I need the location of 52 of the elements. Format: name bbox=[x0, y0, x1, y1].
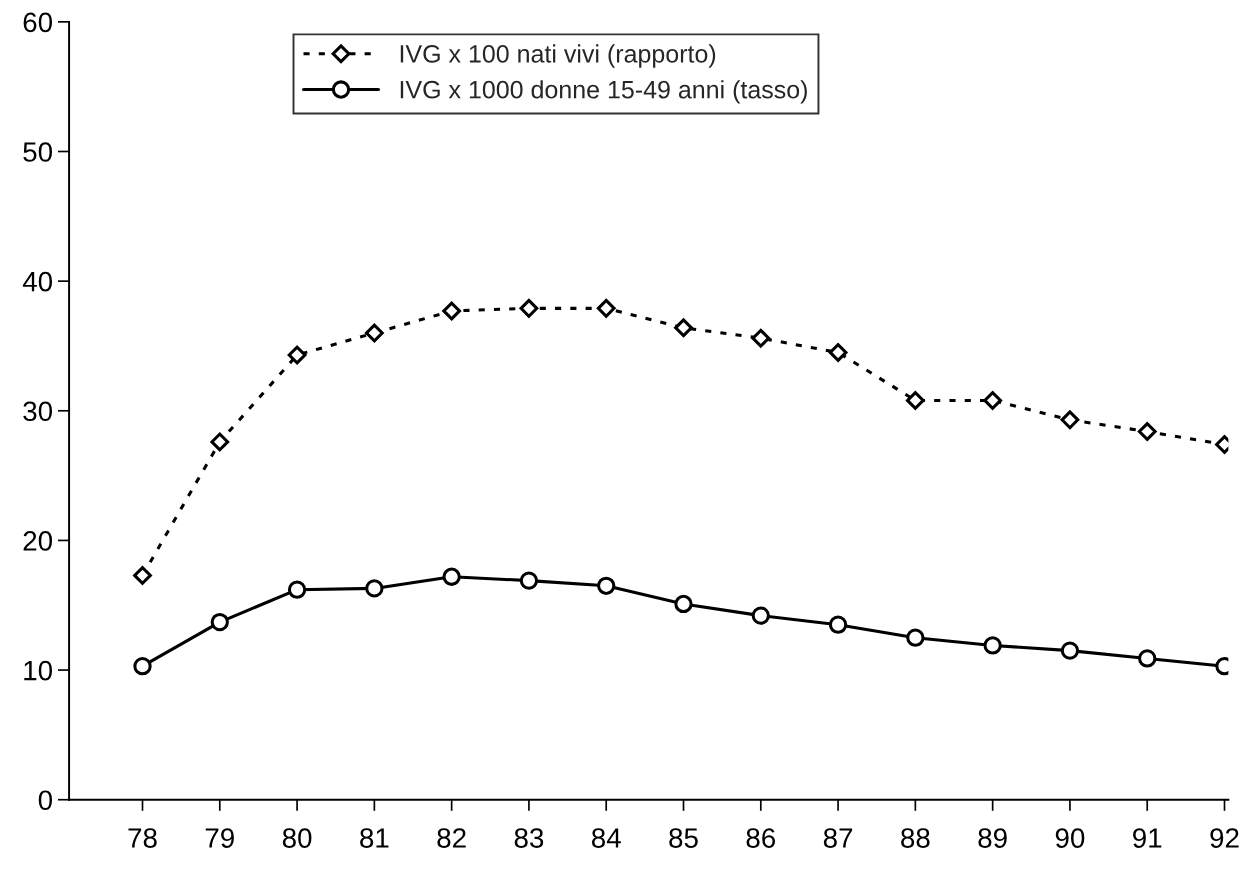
point bbox=[519, 571, 539, 590]
x-tick-label: 90 bbox=[1055, 828, 1085, 848]
legend-label: IVG x 1000 donne 15-49 anni (tasso) bbox=[400, 80, 807, 104]
x-tick-label: 91 bbox=[1133, 828, 1162, 848]
x-tick-label: 85 bbox=[669, 828, 698, 848]
x-tick-label: 80 bbox=[282, 828, 312, 848]
y-tick-label: 50 bbox=[23, 142, 53, 162]
point bbox=[751, 328, 771, 348]
point bbox=[828, 343, 848, 362]
point bbox=[133, 657, 152, 676]
point bbox=[365, 579, 384, 598]
point bbox=[364, 323, 384, 343]
point bbox=[596, 298, 616, 318]
point bbox=[1137, 422, 1157, 441]
x-tick-label: 83 bbox=[514, 828, 544, 848]
point bbox=[983, 636, 1002, 655]
point bbox=[983, 391, 1003, 410]
point bbox=[751, 606, 770, 625]
legend-label: IVG x 100 nati vivi (rapporto) bbox=[400, 44, 716, 68]
point bbox=[1060, 641, 1080, 660]
x-tick-label: 78 bbox=[128, 828, 157, 848]
point bbox=[287, 580, 307, 599]
y-tick-label: 0 bbox=[38, 790, 53, 811]
y-tick-label: 10 bbox=[24, 660, 53, 681]
point bbox=[210, 432, 230, 452]
point bbox=[210, 612, 229, 632]
y-tick-label: 30 bbox=[23, 401, 53, 422]
point bbox=[287, 345, 307, 365]
y-tick-label: 40 bbox=[22, 271, 53, 292]
x-tick-label: 88 bbox=[901, 828, 930, 848]
point bbox=[1138, 649, 1157, 668]
point bbox=[519, 298, 539, 318]
x-tick-label: 82 bbox=[437, 828, 466, 848]
point bbox=[828, 615, 848, 634]
point bbox=[442, 567, 461, 586]
y-tick-label: 60 bbox=[23, 12, 53, 33]
point bbox=[674, 318, 693, 338]
y-tick-label: 20 bbox=[23, 531, 53, 551]
point bbox=[906, 628, 925, 647]
x-tick-label: 86 bbox=[746, 828, 776, 848]
x-tick-label: 87 bbox=[823, 828, 853, 848]
point bbox=[442, 301, 462, 321]
point bbox=[133, 566, 152, 585]
x-tick-label: 79 bbox=[205, 828, 234, 848]
x-tick-label: 84 bbox=[591, 828, 621, 848]
point bbox=[674, 594, 693, 614]
x-tick-label: 89 bbox=[978, 828, 1007, 848]
point bbox=[597, 576, 616, 595]
x-tick-label: 92 bbox=[1210, 828, 1239, 848]
point bbox=[905, 391, 925, 410]
point bbox=[1060, 410, 1080, 430]
x-tick-label: 81 bbox=[360, 828, 389, 848]
